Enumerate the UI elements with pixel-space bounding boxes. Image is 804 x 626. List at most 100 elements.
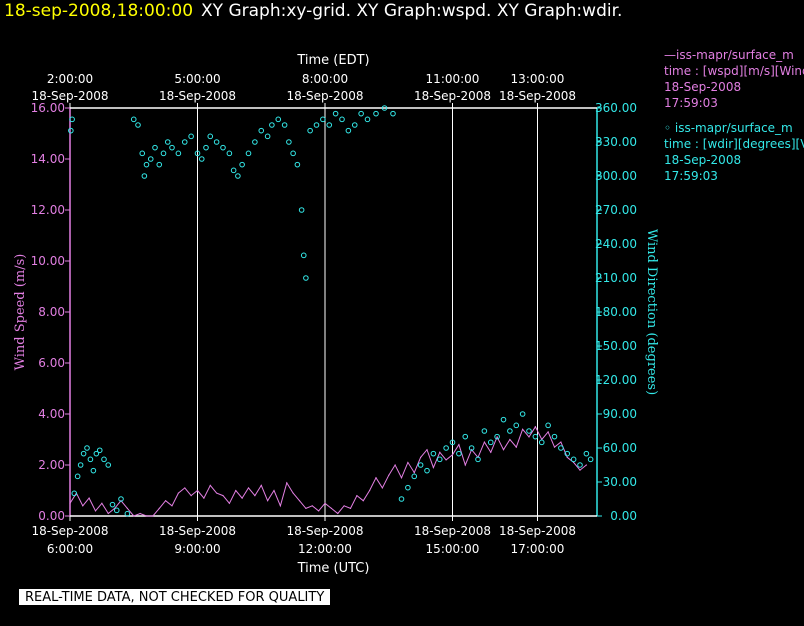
wdir-point	[462, 433, 469, 440]
wspd-point	[94, 510, 97, 512]
wdir-point	[358, 110, 364, 117]
wdir-point	[80, 450, 87, 457]
wdir-point	[468, 445, 475, 451]
wspd-point	[286, 482, 288, 484]
wspd-point	[566, 456, 568, 458]
wdir-point	[124, 510, 131, 517]
wspd-point	[573, 461, 575, 464]
wspd-point	[483, 441, 485, 443]
wdir-point	[286, 139, 292, 145]
wdir-point	[264, 133, 271, 140]
wspd-point	[451, 454, 454, 456]
wspd-point	[515, 446, 517, 448]
wspd-point	[375, 477, 377, 479]
wdir-point	[245, 150, 252, 157]
wspd-point	[69, 502, 71, 504]
wspd-point	[171, 505, 173, 507]
wdir-point	[87, 456, 94, 463]
wspd-point	[490, 451, 492, 453]
wspd-point	[400, 477, 403, 479]
wspd-point	[145, 515, 148, 517]
bottom-tick-time: 9:00:00	[174, 542, 220, 556]
wdir-point	[332, 110, 339, 117]
top-tick-time: 13:00:00	[511, 72, 565, 86]
wspd-point	[349, 507, 352, 509]
wspd-point	[107, 512, 109, 515]
wdir-point	[487, 439, 494, 446]
wdir-point	[373, 110, 379, 117]
wdir-point	[147, 156, 154, 162]
wdir-point	[300, 252, 307, 259]
wdir-point	[519, 411, 526, 417]
wdir-point	[526, 428, 532, 434]
wdir-point	[339, 116, 345, 123]
wspd-point	[553, 446, 556, 448]
wdir-point	[96, 447, 103, 454]
wspd-point	[362, 500, 364, 502]
wspd-point	[330, 507, 332, 509]
right-tick-label: 360.00	[595, 101, 637, 115]
wspd-point	[356, 495, 358, 497]
wspd-point	[343, 505, 345, 507]
bottom-tick-time: 17:00:00	[511, 542, 565, 556]
bottom-tick-time: 6:00:00	[47, 542, 93, 556]
wdir-point	[101, 456, 107, 463]
wdir-point	[424, 467, 430, 474]
wdir-point	[93, 450, 100, 457]
wdir-point	[203, 144, 209, 151]
wspd-point	[222, 495, 224, 497]
legend-wdir: ◦ iss-mapr/surface_m time : [wdir][degre…	[664, 120, 804, 184]
wspd-point	[139, 512, 141, 515]
wspd-point	[502, 449, 505, 451]
wdir-point	[430, 450, 437, 457]
wdir-point	[564, 450, 571, 457]
wspd-point	[165, 500, 167, 502]
labels-layer: 0.00 2.00 4.00 6.00 8.00 10.00 12.00 14.00 16.00…	[13, 53, 659, 576]
right-tick-label: 60.00	[603, 441, 637, 455]
wdir-point	[230, 167, 237, 174]
axes-layer	[65, 103, 602, 521]
wspd-point	[133, 515, 135, 517]
header-graph-titles: XY Graph:xy-grid. XY Graph:wspd. XY Grap…	[201, 1, 623, 21]
left-tick-label: 14.00	[31, 152, 65, 166]
wdir-point	[449, 439, 456, 446]
wspd-point	[496, 436, 498, 438]
wdir-point	[105, 462, 112, 468]
right-tick-label: 270.00	[595, 203, 637, 217]
top-tick-time: 2:00:00	[47, 72, 93, 86]
wdir-point	[507, 428, 513, 434]
wdir-point	[558, 445, 564, 451]
wspd-point	[126, 507, 128, 509]
wdir-point	[77, 462, 84, 468]
wdir-point	[109, 501, 116, 508]
wdir-point	[239, 161, 245, 168]
wspd-point	[82, 505, 84, 507]
right-tick-label: 180.00	[595, 305, 637, 319]
header-datetime: 18-sep-2008,18:00:00	[4, 1, 194, 21]
wspd-point	[407, 461, 409, 464]
wdir-point	[551, 433, 558, 440]
wspd-point	[528, 436, 530, 438]
chart-header: 18-sep-2008,18:00:00 XY Graph:xy-grid. XY…	[4, 1, 622, 21]
top-tick-time: 8:00:00	[302, 72, 348, 86]
wdir-point	[143, 161, 150, 168]
wspd-point	[267, 500, 269, 502]
wspd-point	[101, 502, 103, 504]
wdir-point	[156, 161, 163, 168]
legend-wspd-line-2: time : [wspd][m/s][Wind	[664, 64, 804, 78]
wdir-point	[583, 450, 590, 457]
wspd-point	[260, 484, 262, 486]
legend-wspd-line-3: 18-Sep-2008	[664, 80, 742, 94]
wspd-point	[413, 472, 415, 474]
wdir-point	[160, 150, 167, 157]
left-tick-label: 0.00	[38, 509, 65, 523]
wspd-point	[241, 497, 243, 499]
wspd-point	[560, 441, 562, 443]
wdir-point	[364, 116, 371, 123]
wdir-point	[213, 139, 220, 145]
bottom-tick-time: 15:00:00	[426, 542, 480, 556]
wdir-point	[169, 144, 175, 151]
wdir-point	[220, 144, 226, 151]
wdir-point	[326, 122, 333, 128]
